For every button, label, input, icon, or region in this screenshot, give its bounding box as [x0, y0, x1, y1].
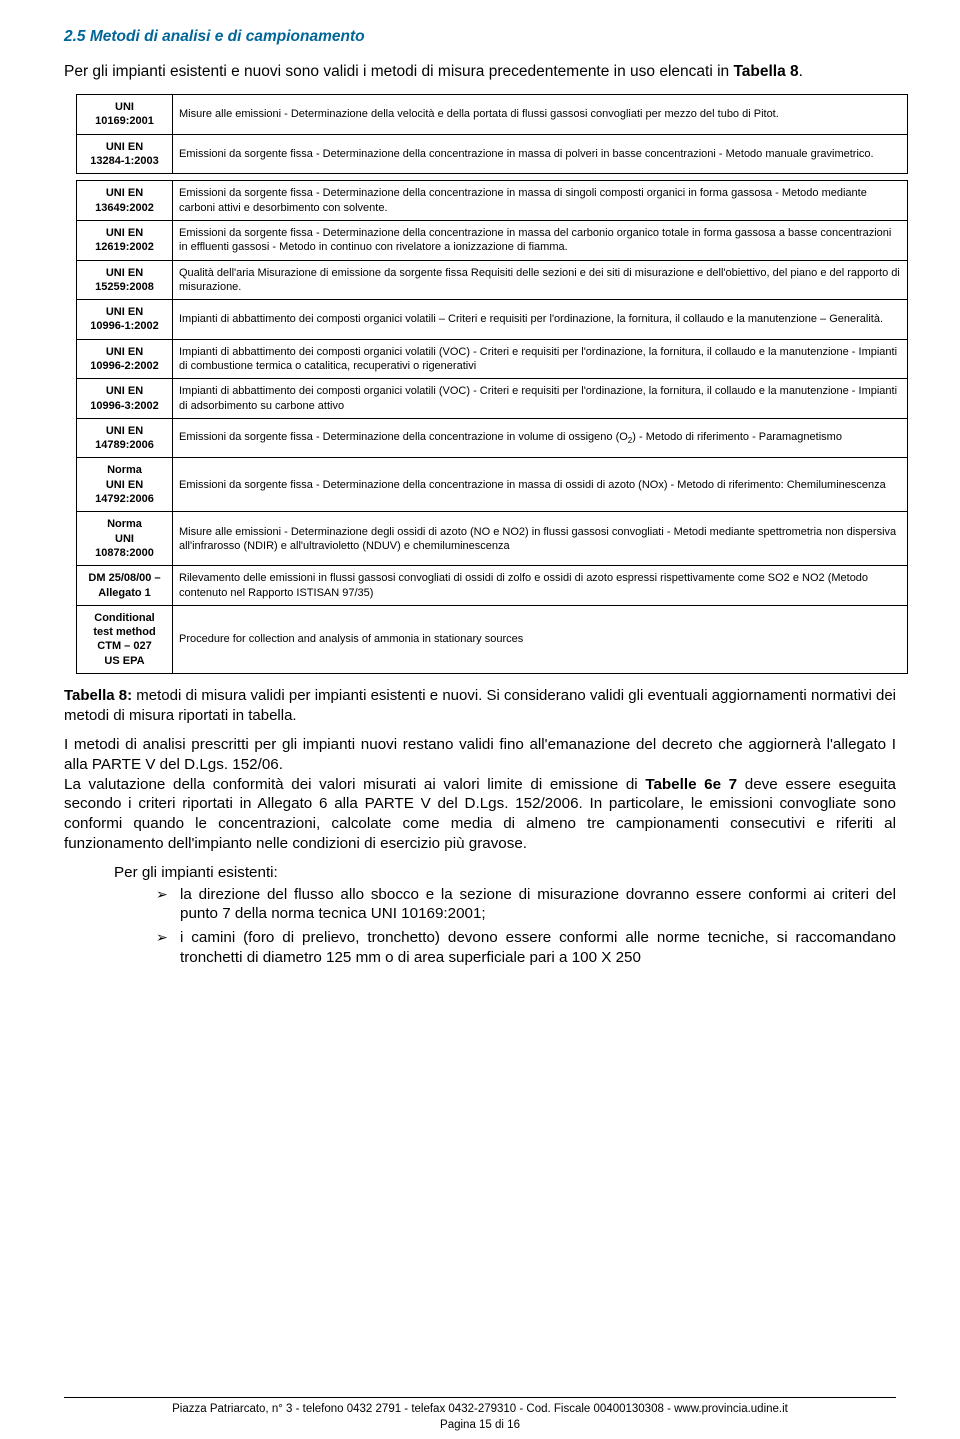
method-desc: Misure alle emissioni - Determinazione d… [173, 512, 908, 566]
method-desc: Impianti di abbattimento dei composti or… [173, 300, 908, 340]
method-desc: Rilevamento delle emissioni in flussi ga… [173, 566, 908, 606]
method-desc: Procedure for collection and analysis of… [173, 605, 908, 673]
method-code: NormaUNI10878:2000 [77, 512, 173, 566]
table-row: UNI EN12619:2002 Emissioni da sorgente f… [77, 220, 908, 260]
method-desc: Emissioni da sorgente fissa - Determinaz… [173, 418, 908, 458]
method-code: UNI EN15259:2008 [77, 260, 173, 300]
table-row: UNI EN10996-1:2002 Impianti di abbattime… [77, 300, 908, 340]
bullet-list-lead: Per gli impianti esistenti: [114, 864, 896, 881]
table-caption: Tabella 8: metodi di misura validi per i… [64, 686, 896, 725]
body-paragraph-2: La valutazione della conformità dei valo… [64, 775, 896, 854]
list-item: la direzione del flusso allo sbocco e la… [156, 885, 896, 925]
table-row: UNI EN10996-2:2002 Impianti di abbattime… [77, 339, 908, 379]
table-row: UNI EN10996-3:2002 Impianti di abbattime… [77, 379, 908, 419]
footer-line-2: Pagina 15 di 16 [64, 1417, 896, 1433]
table-row: UNI EN14789:2006 Emissioni da sorgente f… [77, 418, 908, 458]
intro-paragraph: Per gli impianti esistenti e nuovi sono … [64, 62, 896, 82]
method-code: UNI EN13284-1:2003 [77, 134, 173, 174]
method-desc: Impianti di abbattimento dei composti or… [173, 379, 908, 419]
method-desc: Qualità dell'aria Misurazione di emissio… [173, 260, 908, 300]
section-title: 2.5 Metodi di analisi e di campionamento [64, 28, 896, 46]
method-code: Conditionaltest methodCTM – 027US EPA [77, 605, 173, 673]
table-row: UNI10169:2001 Misure alle emissioni - De… [77, 95, 908, 135]
method-desc: Emissioni da sorgente fissa - Determinaz… [173, 134, 908, 174]
methods-table-1: UNI10169:2001 Misure alle emissioni - De… [76, 94, 908, 174]
method-desc: Misure alle emissioni - Determinazione d… [173, 95, 908, 135]
list-item: i camini (foro di prelievo, tronchetto) … [156, 928, 896, 968]
table-row: UNI EN13284-1:2003 Emissioni da sorgente… [77, 134, 908, 174]
table-row: NormaUNI EN14792:2006 Emissioni da sorge… [77, 458, 908, 512]
method-code: UNI EN13649:2002 [77, 181, 173, 221]
method-code: DM 25/08/00 –Allegato 1 [77, 566, 173, 606]
method-code: UNI EN10996-2:2002 [77, 339, 173, 379]
footer-line-1: Piazza Patriarcato, n° 3 - telefono 0432… [64, 1401, 896, 1417]
bullet-list: la direzione del flusso allo sbocco e la… [64, 885, 896, 972]
method-desc: Emissioni da sorgente fissa - Determinaz… [173, 181, 908, 221]
table-row: UNI EN15259:2008 Qualità dell'aria Misur… [77, 260, 908, 300]
method-desc: Emissioni da sorgente fissa - Determinaz… [173, 458, 908, 512]
table-row: NormaUNI10878:2000 Misure alle emissioni… [77, 512, 908, 566]
body-paragraph-1: I metodi di analisi prescritti per gli i… [64, 735, 896, 775]
page-footer: Piazza Patriarcato, n° 3 - telefono 0432… [64, 1397, 896, 1439]
table-row: Conditionaltest methodCTM – 027US EPA Pr… [77, 605, 908, 673]
method-code: UNI10169:2001 [77, 95, 173, 135]
method-code: NormaUNI EN14792:2006 [77, 458, 173, 512]
method-code: UNI EN10996-3:2002 [77, 379, 173, 419]
method-code: UNI EN10996-1:2002 [77, 300, 173, 340]
method-desc: Impianti di abbattimento dei composti or… [173, 339, 908, 379]
method-desc: Emissioni da sorgente fissa - Determinaz… [173, 220, 908, 260]
methods-table-2: UNI EN13649:2002 Emissioni da sorgente f… [76, 180, 908, 674]
method-code: UNI EN14789:2006 [77, 418, 173, 458]
table-row: DM 25/08/00 –Allegato 1 Rilevamento dell… [77, 566, 908, 606]
table-row: UNI EN13649:2002 Emissioni da sorgente f… [77, 181, 908, 221]
method-code: UNI EN12619:2002 [77, 220, 173, 260]
